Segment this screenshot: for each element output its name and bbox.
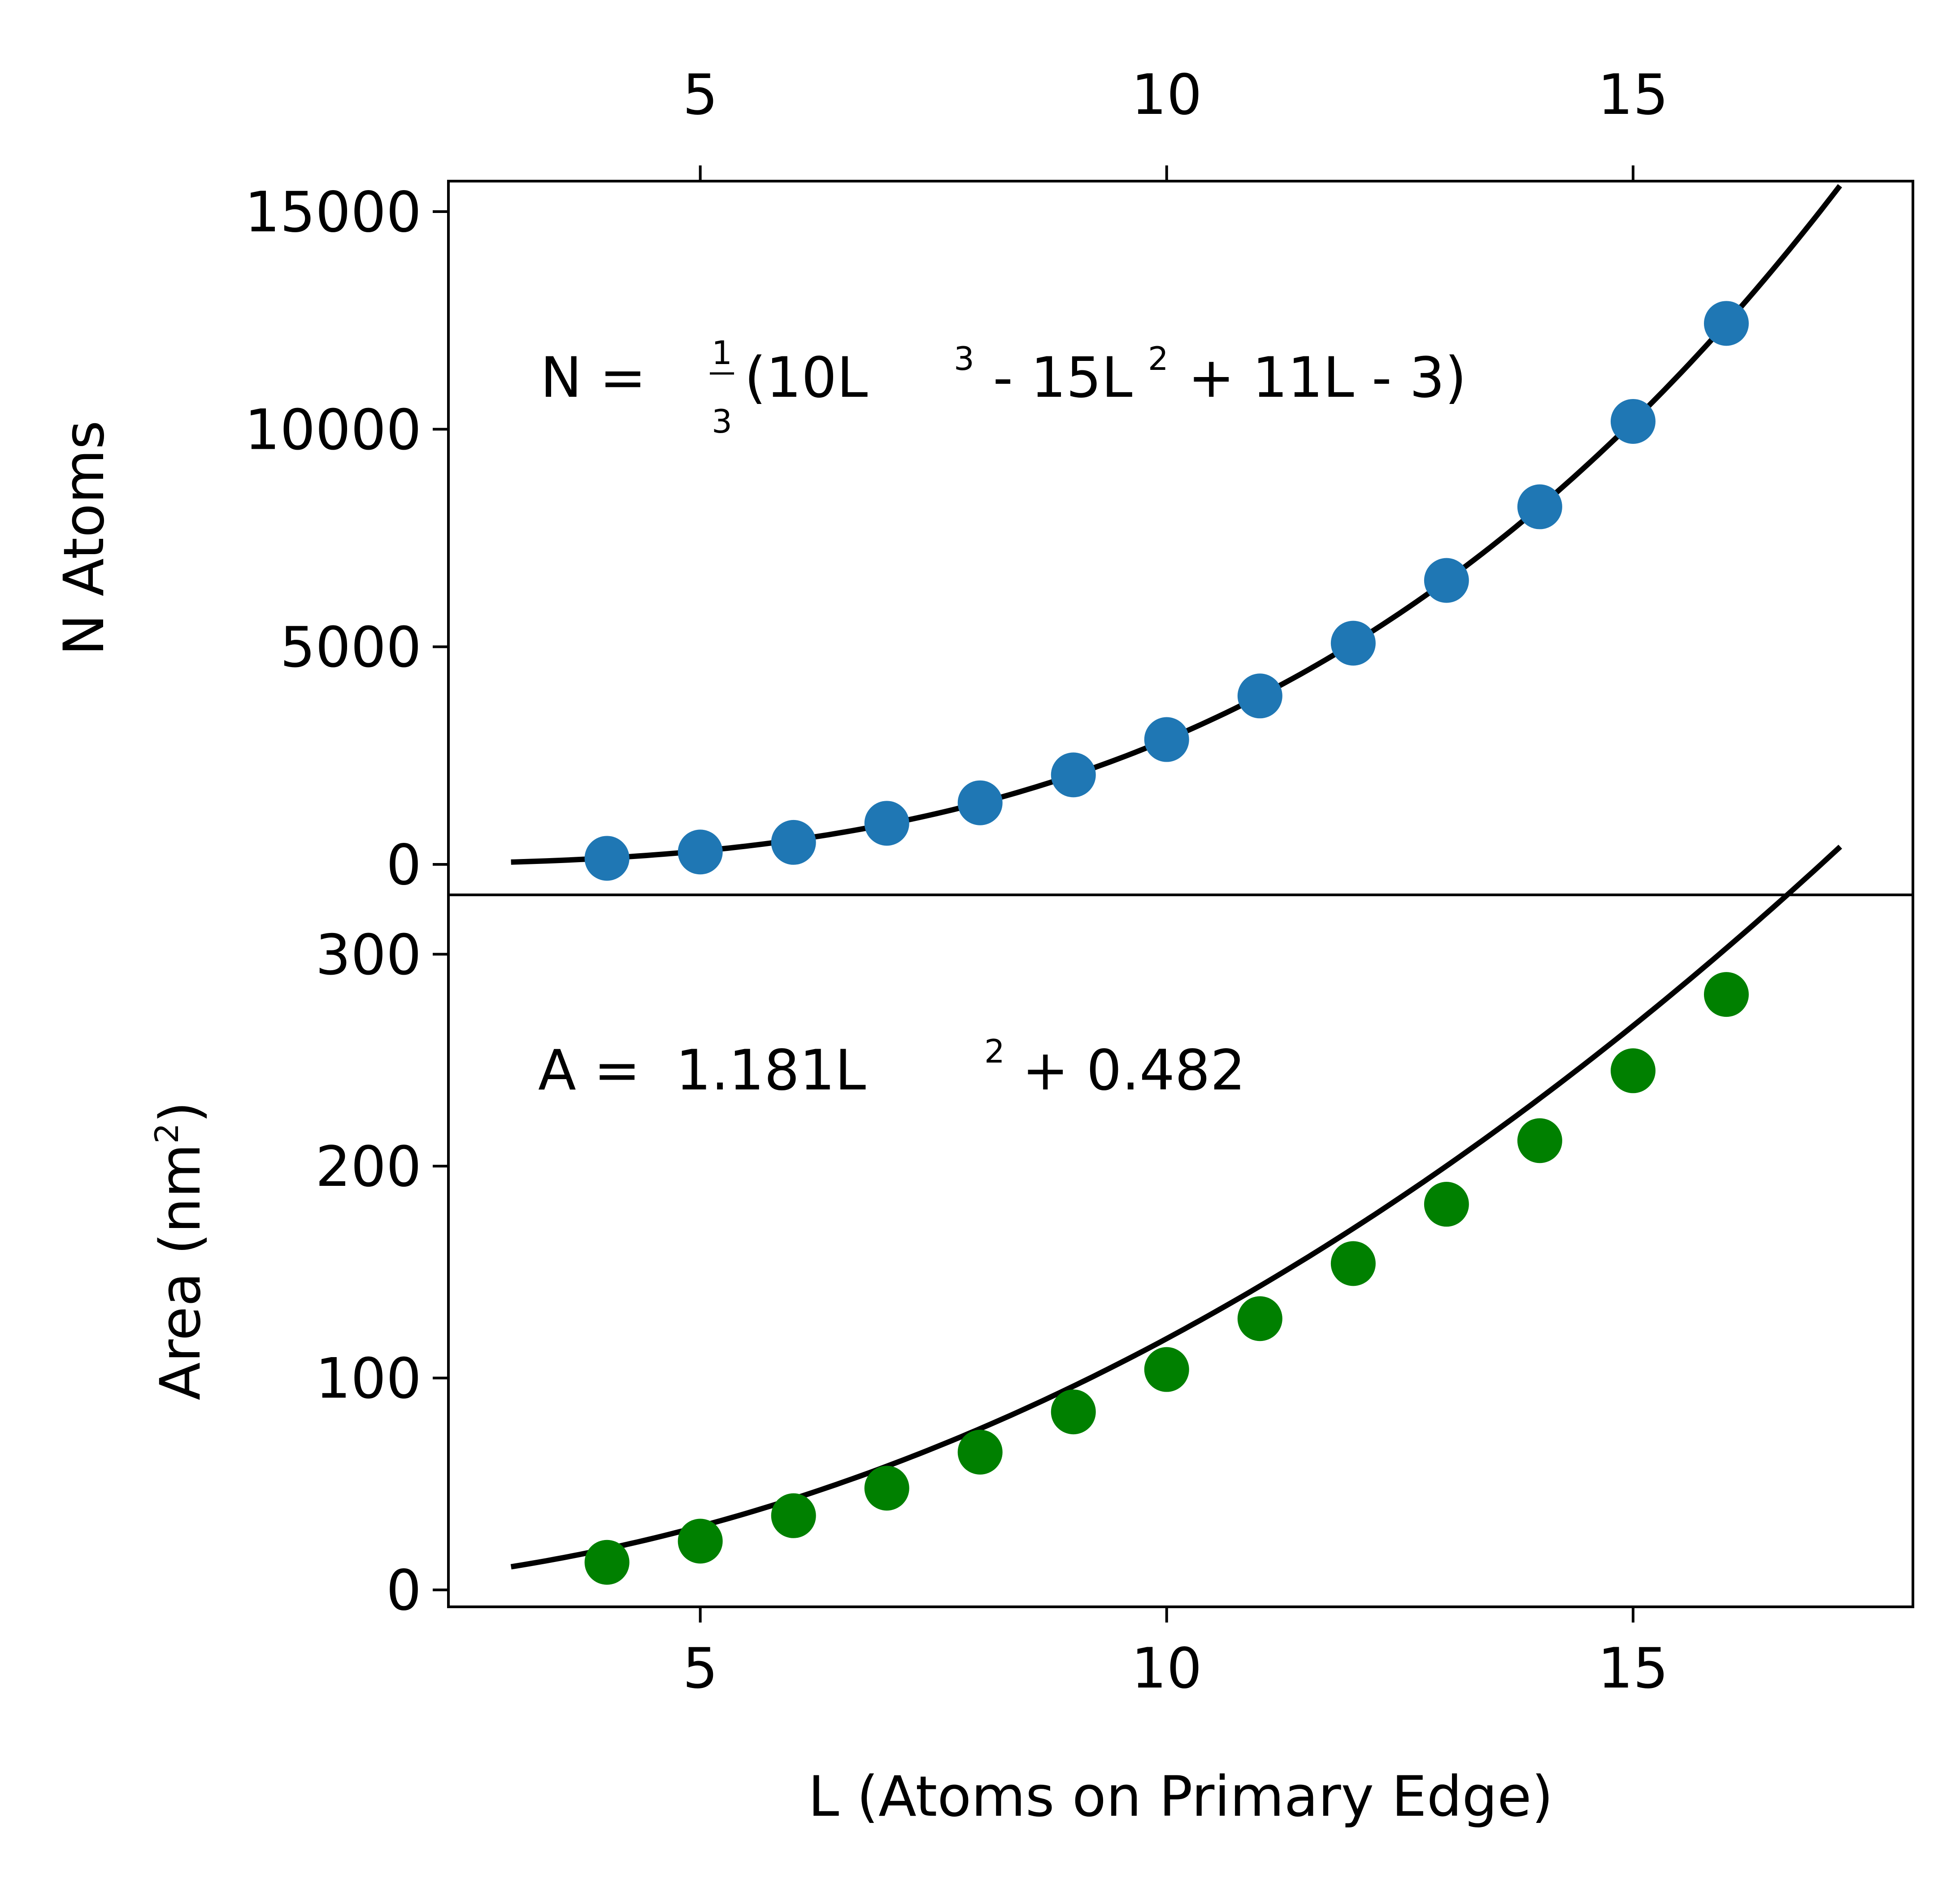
top-y-tick-label: 10000: [245, 398, 422, 462]
bottom-data-point: [1704, 972, 1749, 1017]
bottom-y-ticks: 0 100 200 300: [315, 923, 448, 1623]
bottom-equation-main: A = 1.181L: [538, 1038, 866, 1103]
top-y-tick-label: 0: [386, 833, 422, 898]
bottom-y-tick-label: 100: [315, 1347, 422, 1411]
bottom-x-ticks: 5 10 15: [682, 1607, 1669, 1701]
bottom-x-axis-label: L (Atoms on Primary Edge): [808, 1765, 1553, 1829]
top-data-point: [957, 780, 1003, 825]
bottom-equation-tail: + 0.482: [1004, 1038, 1246, 1103]
top-x-ticks: 5 10 15: [682, 63, 1669, 181]
bottom-y-axis-label-exp: 2: [148, 1123, 186, 1144]
bottom-data-point: [957, 1429, 1003, 1475]
top-data-point: [1610, 399, 1656, 444]
top-equation-tail: + 11L - 3): [1170, 346, 1466, 410]
top-data-point: [584, 836, 630, 881]
bottom-data-point: [1144, 1347, 1189, 1392]
bottom-y-axis-label-close: ): [148, 1102, 213, 1123]
bottom-data-point: [584, 1540, 630, 1585]
top-equation-exp2: 2: [1148, 340, 1169, 377]
top-data-point: [1237, 673, 1282, 719]
top-data-point: [1517, 484, 1562, 529]
bottom-data-point: [1051, 1389, 1096, 1435]
top-equation-exp1: 3: [954, 340, 974, 377]
top-data-point: [1330, 620, 1376, 666]
top-data-point: [1051, 752, 1096, 798]
top-data-point: [771, 820, 816, 865]
bottom-y-tick-label: 200: [315, 1135, 422, 1199]
bottom-fit-curve: [510, 845, 1843, 1570]
top-data-point: [1704, 301, 1749, 346]
top-y-ticks: 0 5000 10000 15000: [245, 180, 448, 898]
top-x-tick-label: 5: [682, 63, 718, 127]
top-data-point: [1424, 558, 1469, 603]
bottom-data-point: [1424, 1182, 1469, 1227]
bottom-data-points: [584, 972, 1749, 1585]
bottom-data-point: [1237, 1296, 1282, 1341]
bottom-y-tick-label: 300: [315, 923, 422, 987]
bottom-data-point: [864, 1466, 909, 1511]
bottom-plot-frame: [447, 894, 1914, 1608]
top-y-axis-label: N Atoms: [52, 421, 117, 656]
bottom-x-tick-label: 5: [682, 1636, 718, 1701]
top-x-tick-label: 15: [1598, 63, 1669, 127]
bottom-data-point: [1610, 1048, 1656, 1093]
bottom-x-tick-label: 10: [1131, 1636, 1202, 1701]
top-y-tick-label: 15000: [245, 180, 422, 245]
bottom-equation-exp: 2: [984, 1033, 1005, 1070]
top-data-point: [678, 829, 723, 875]
top-equation-open: (10L: [744, 346, 868, 410]
top-equation-frac-den: 3: [712, 403, 732, 440]
bottom-fit-line: [510, 845, 1843, 1570]
top-equation-lhs: N =: [540, 346, 664, 410]
bottom-data-point: [771, 1493, 816, 1538]
bottom-data-point: [1330, 1241, 1376, 1286]
top-y-tick-label: 5000: [280, 616, 422, 680]
bottom-y-tick-label: 0: [386, 1558, 422, 1623]
top-x-tick-label: 10: [1131, 63, 1202, 127]
top-data-point: [1144, 717, 1189, 762]
bottom-y-axis-label: Area (nm2): [148, 1102, 213, 1401]
bottom-data-point: [1517, 1118, 1562, 1163]
bottom-x-tick-label: 15: [1598, 1636, 1669, 1701]
top-equation-mid: - 15L: [975, 346, 1132, 410]
bottom-panel: 5 10 15 0 100 200 300 L (Atoms on Primary Edg…: [148, 845, 1914, 1829]
top-equation-frac-num: 1: [712, 334, 732, 372]
top-panel: 5 10 15 0 5000 10000 15000 N Atoms N = 1 3 (1…: [52, 63, 1914, 898]
top-data-point: [864, 801, 909, 846]
bottom-data-point: [678, 1519, 723, 1564]
top-data-points: [584, 301, 1749, 881]
bottom-y-axis-label-main: Area (nm: [148, 1144, 213, 1401]
